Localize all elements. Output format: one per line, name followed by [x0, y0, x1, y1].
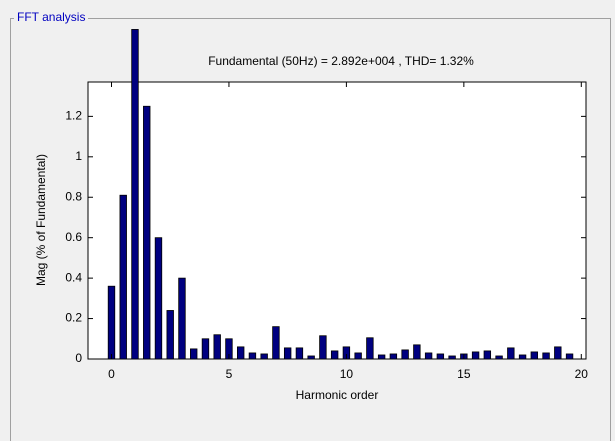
x-tick-label: 0 — [108, 367, 115, 381]
bar — [107, 285, 116, 360]
bar — [436, 353, 445, 360]
y-tick-label: 0.4 — [65, 270, 82, 284]
bar — [201, 338, 210, 360]
bar — [424, 352, 433, 360]
bar — [565, 353, 574, 360]
bar — [190, 348, 198, 360]
bar — [330, 350, 339, 360]
bar — [119, 194, 127, 360]
group-box-title: FFT analysis — [17, 10, 85, 24]
bar — [377, 354, 386, 360]
bar — [319, 335, 327, 360]
y-axis-label: Mag (% of Fundamental) — [34, 154, 48, 286]
y-tick-label: 1.2 — [65, 109, 82, 123]
bar — [178, 277, 186, 360]
bar — [413, 344, 421, 360]
bar — [307, 355, 315, 360]
bar — [260, 353, 268, 360]
bar — [131, 29, 139, 360]
bar — [507, 347, 515, 360]
bar — [236, 346, 245, 360]
group-box — [10, 18, 611, 441]
x-axis-label: Harmonic order — [296, 388, 379, 402]
bar — [495, 355, 503, 360]
bar — [448, 355, 456, 360]
bar — [518, 354, 527, 360]
bar — [401, 349, 409, 360]
bar — [213, 334, 221, 360]
bar — [366, 337, 374, 360]
bar — [530, 351, 539, 360]
y-tick-label: 1 — [75, 149, 82, 163]
bar — [154, 237, 163, 360]
bar — [554, 346, 562, 360]
bar — [272, 326, 280, 360]
bar — [166, 310, 174, 360]
group-box-title-bg — [14, 10, 88, 26]
x-tick-label: 5 — [226, 367, 233, 381]
y-tick-label: 0.2 — [65, 311, 82, 325]
bar — [389, 353, 398, 360]
chart-title: Fundamental (50Hz) = 2.892e+004 , THD= 1… — [208, 54, 474, 68]
x-tick-label: 15 — [457, 367, 471, 381]
bar — [542, 352, 550, 360]
axes — [87, 81, 587, 360]
bar — [354, 352, 362, 360]
y-tick-label: 0 — [75, 351, 82, 365]
bar — [483, 350, 492, 360]
y-tick-label: 0.6 — [65, 230, 82, 244]
bar — [143, 105, 151, 360]
y-tick-label: 0.8 — [65, 189, 82, 203]
bar — [283, 347, 292, 360]
bar — [471, 351, 480, 360]
x-tick-label: 10 — [340, 367, 354, 381]
bar — [248, 352, 257, 360]
bar — [295, 347, 304, 360]
x-tick-label: 20 — [575, 367, 589, 381]
